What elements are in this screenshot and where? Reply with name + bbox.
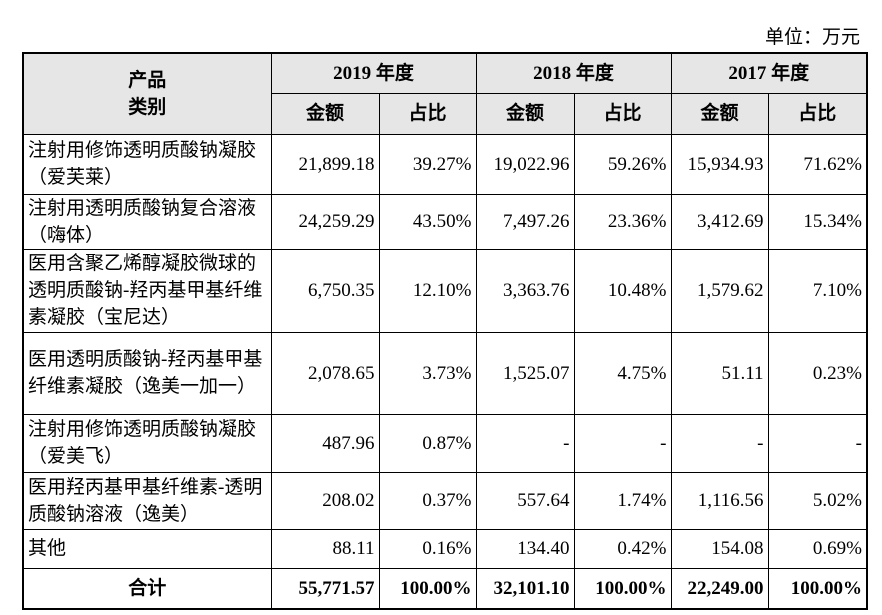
value-cell: 10.48% [573,248,672,333]
product-name: 注射用修饰透明质酸钠凝胶（爱芙莱） [22,133,272,195]
year-header: 2018 年度 [475,52,672,94]
value-cell: 51.11 [670,331,769,415]
value-cell: 15,934.93 [670,133,769,195]
value-cell: 21,899.18 [270,133,380,195]
value-cell: - [670,413,769,473]
value-cell: 59.26% [573,133,672,195]
total-cell: 100.00% [573,567,672,610]
revenue-table: 产品类别 2019 年度 2018 年度 2017 年度 金额 占比 金额 占比 金额 占比 注射用… [22,52,868,610]
unit-label: 单位：万元 [764,27,860,48]
value-cell: 0.37% [378,471,477,530]
header-row: 产品类别 2019 年度 2018 年度 2017 年度 [22,52,868,135]
value-cell: 1,116.56 [670,471,769,530]
value-cell: 208.02 [270,471,380,530]
value-cell: 487.96 [270,413,380,473]
value-cell: 23.36% [573,193,672,250]
data-row: 注射用透明质酸钠复合溶液（嗨体） 24,259.29 43.50% 7,497.26 2… [22,193,868,250]
value-cell: 3.73% [378,331,477,415]
value-cell: - [767,413,868,473]
value-cell: 39.27% [378,133,477,195]
value-cell: 0.87% [378,413,477,473]
total-label: 合计 [22,567,272,610]
value-cell: 88.11 [270,528,380,569]
product-name: 医用透明质酸钠-羟丙基甲基纤维素凝胶（逸美一加一） [22,331,272,415]
sub-header: 占比 [573,92,672,135]
value-cell: 0.23% [767,331,868,415]
value-cell: 3,412.69 [670,193,769,250]
year-header: 2017 年度 [670,52,868,94]
value-cell: 134.40 [475,528,575,569]
data-row: 注射用修饰透明质酸钠凝胶（爱芙莱） 21,899.18 39.27% 19,022.9… [22,133,868,195]
value-cell: 1,579.62 [670,248,769,333]
table-body: 产品类别 2019 年度 2018 年度 2017 年度 金额 占比 金额 占比 金额 占比 注射用… [22,52,868,610]
year-header: 2019 年度 [270,52,477,94]
product-name: 注射用透明质酸钠复合溶液（嗨体） [22,193,272,250]
product-name: 注射用修饰透明质酸钠凝胶（爱美飞） [22,413,272,473]
value-cell: 154.08 [670,528,769,569]
value-cell: 6,750.35 [270,248,380,333]
value-cell: - [573,413,672,473]
value-cell: 5.02% [767,471,868,530]
subheader-row: 金额 占比 金额 占比 金额 占比 [23,92,868,135]
total-cell: 100.00% [767,567,868,610]
category-header: 产品类别 [22,52,272,135]
total-cell: 22,249.00 [670,567,769,610]
value-cell: 24,259.29 [270,193,380,250]
value-cell: 15.34% [767,193,868,250]
value-cell: 557.64 [475,471,575,530]
value-cell: 71.62% [767,133,868,195]
data-row: 其他 88.11 0.16% 134.40 0.42% 154.08 0.69% [22,528,868,569]
value-cell: 0.16% [378,528,477,569]
value-cell: 43.50% [378,193,477,250]
category-label: 产品类别 [128,69,167,118]
product-name: 医用含聚乙烯醇凝胶微球的透明质酸钠-羟丙基甲基纤维素凝胶（宝尼达） [22,248,272,333]
total-cell: 32,101.10 [475,567,575,610]
sub-header: 占比 [767,92,868,135]
sub-header: 金额 [475,92,575,135]
product-name: 其他 [22,528,272,569]
value-cell: 7,497.26 [475,193,575,250]
data-row: 医用羟丙基甲基纤维素-透明质酸钠溶液（逸美） 208.02 0.37% 557.64 1… [22,471,868,530]
value-cell: 4.75% [573,331,672,415]
value-cell: 7.10% [767,248,868,333]
value-cell: 3,363.76 [475,248,575,333]
value-cell: 19,022.96 [475,133,575,195]
value-cell: 1.74% [573,471,672,530]
sub-header: 金额 [270,92,380,135]
total-row: 合计 55,771.57 100.00% 32,101.10 100.00% 22,249… [22,567,868,610]
value-cell: 12.10% [378,248,477,333]
value-cell: 1,525.07 [475,331,575,415]
value-cell: - [475,413,575,473]
value-cell: 2,078.65 [270,331,380,415]
value-cell: 0.69% [767,528,868,569]
product-name: 医用羟丙基甲基纤维素-透明质酸钠溶液（逸美） [22,471,272,530]
sub-header: 金额 [670,92,769,135]
sub-header: 占比 [378,92,477,135]
data-row: 医用透明质酸钠-羟丙基甲基纤维素凝胶（逸美一加一） 2,078.65 3.73% 1,… [22,331,868,415]
data-row: 注射用修饰透明质酸钠凝胶（爱美飞） 487.96 0.87% - - - - [22,413,868,473]
total-cell: 100.00% [378,567,477,610]
total-cell: 55,771.57 [270,567,380,610]
data-row: 医用含聚乙烯醇凝胶微球的透明质酸钠-羟丙基甲基纤维素凝胶（宝尼达） 6,750.3… [22,248,868,333]
value-cell: 0.42% [573,528,672,569]
